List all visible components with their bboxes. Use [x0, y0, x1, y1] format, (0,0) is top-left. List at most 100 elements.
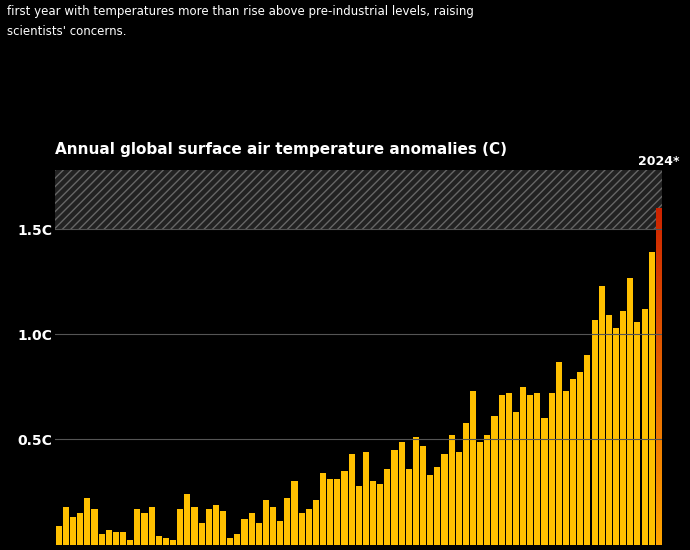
- Bar: [656, 289, 662, 293]
- Bar: [542, 419, 548, 544]
- Bar: [656, 521, 662, 524]
- Bar: [656, 239, 662, 242]
- Bar: [656, 360, 662, 363]
- Bar: [656, 531, 662, 535]
- Bar: [163, 538, 169, 544]
- Bar: [356, 486, 362, 544]
- Bar: [127, 540, 133, 544]
- Bar: [120, 532, 126, 544]
- Bar: [77, 513, 83, 544]
- Bar: [199, 524, 205, 544]
- Bar: [627, 278, 633, 544]
- Bar: [284, 498, 290, 544]
- Bar: [584, 355, 591, 544]
- Bar: [320, 473, 326, 544]
- Bar: [578, 372, 583, 544]
- Bar: [656, 427, 662, 430]
- Bar: [656, 400, 662, 403]
- Bar: [656, 424, 662, 427]
- Bar: [491, 416, 497, 544]
- Bar: [613, 328, 619, 544]
- Bar: [463, 422, 469, 544]
- Bar: [427, 475, 433, 544]
- Bar: [656, 370, 662, 373]
- Bar: [342, 471, 348, 544]
- Bar: [656, 279, 662, 282]
- Bar: [656, 403, 662, 406]
- Bar: [656, 346, 662, 349]
- Bar: [384, 469, 391, 544]
- Bar: [656, 363, 662, 366]
- Bar: [141, 513, 148, 544]
- Bar: [656, 326, 662, 329]
- Bar: [656, 538, 662, 541]
- Bar: [656, 323, 662, 326]
- Bar: [656, 474, 662, 477]
- Bar: [656, 487, 662, 491]
- Bar: [656, 269, 662, 272]
- Bar: [206, 509, 212, 544]
- Bar: [656, 383, 662, 387]
- Bar: [656, 511, 662, 514]
- Bar: [184, 494, 190, 544]
- Bar: [170, 540, 176, 544]
- Bar: [656, 249, 662, 252]
- Bar: [656, 366, 662, 370]
- Bar: [235, 534, 240, 544]
- Bar: [413, 437, 419, 544]
- Bar: [656, 285, 662, 289]
- Bar: [656, 336, 662, 339]
- Bar: [549, 393, 555, 544]
- Bar: [620, 311, 626, 544]
- Bar: [656, 258, 662, 262]
- Bar: [656, 225, 662, 228]
- Bar: [656, 306, 662, 309]
- Bar: [306, 509, 312, 544]
- Bar: [656, 454, 662, 457]
- Bar: [434, 467, 440, 544]
- Bar: [106, 530, 112, 544]
- Bar: [448, 435, 455, 544]
- Bar: [477, 442, 483, 544]
- Bar: [656, 491, 662, 494]
- Bar: [656, 312, 662, 316]
- Bar: [656, 282, 662, 285]
- Bar: [634, 322, 640, 544]
- Bar: [263, 500, 269, 544]
- Text: 2024*: 2024*: [638, 156, 680, 168]
- Bar: [363, 452, 369, 544]
- Bar: [656, 417, 662, 420]
- Bar: [656, 218, 662, 222]
- Bar: [291, 481, 297, 544]
- Bar: [656, 464, 662, 467]
- Bar: [191, 507, 197, 544]
- Bar: [606, 316, 612, 544]
- Bar: [599, 286, 604, 544]
- Bar: [656, 406, 662, 410]
- Bar: [656, 471, 662, 474]
- Bar: [656, 444, 662, 447]
- Bar: [656, 437, 662, 441]
- Bar: [570, 378, 576, 544]
- Bar: [656, 393, 662, 397]
- Bar: [656, 353, 662, 356]
- Bar: [84, 498, 90, 544]
- Bar: [656, 379, 662, 383]
- Bar: [327, 480, 333, 544]
- Bar: [642, 309, 648, 544]
- Bar: [656, 255, 662, 258]
- Bar: [656, 329, 662, 333]
- Bar: [656, 527, 662, 531]
- Bar: [92, 509, 97, 544]
- Bar: [656, 266, 662, 269]
- Bar: [63, 507, 69, 544]
- Bar: [656, 441, 662, 444]
- Bar: [656, 457, 662, 460]
- Bar: [656, 245, 662, 249]
- Bar: [656, 481, 662, 484]
- Bar: [656, 508, 662, 511]
- Bar: [656, 212, 662, 215]
- Bar: [656, 309, 662, 312]
- Bar: [656, 494, 662, 497]
- Bar: [520, 387, 526, 544]
